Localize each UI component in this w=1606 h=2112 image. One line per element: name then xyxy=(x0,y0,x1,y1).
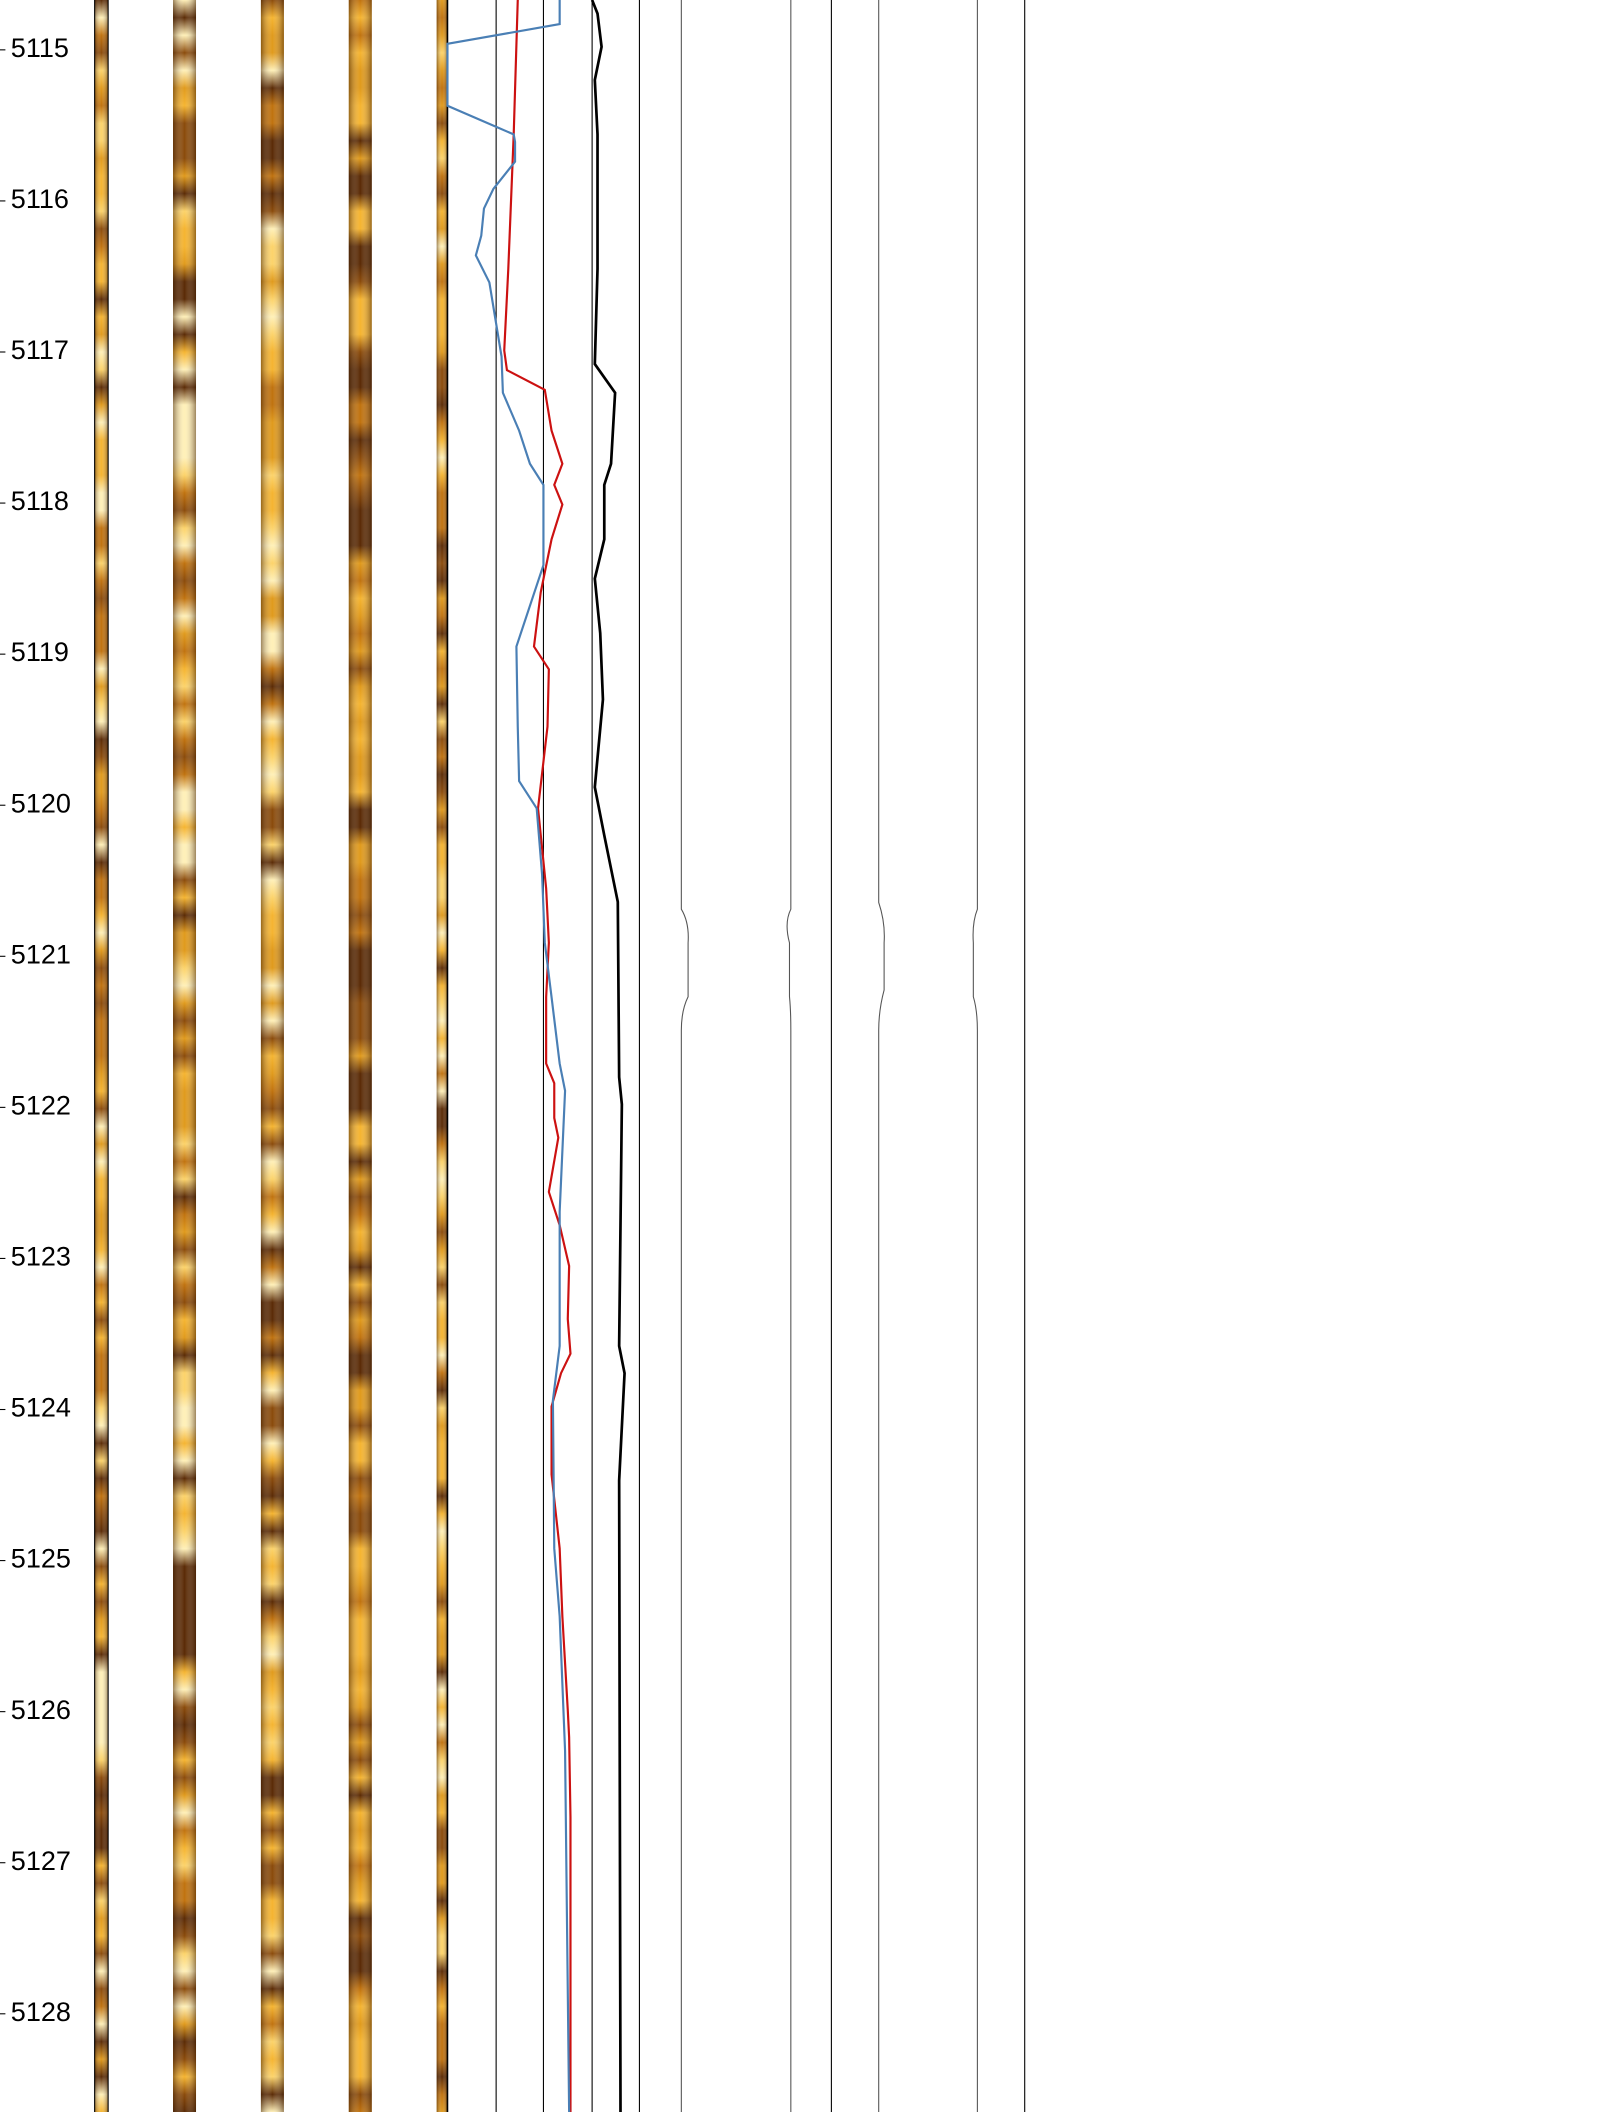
image-shade xyxy=(173,0,197,2112)
y-tick-label: 5118 xyxy=(11,486,69,516)
log-curve xyxy=(590,0,626,2112)
y-tick-label: 5119 xyxy=(11,637,69,667)
y-tick-label: 5117 xyxy=(11,335,69,365)
curve-line xyxy=(972,0,978,2112)
y-tick-label: 5120 xyxy=(11,788,71,818)
y-tick-label: 5123 xyxy=(11,1242,71,1272)
curve-line xyxy=(786,0,792,2112)
curves xyxy=(446,0,626,2112)
image-shade xyxy=(260,0,284,2112)
log-curve xyxy=(503,0,572,2112)
y-tick-label: 5125 xyxy=(11,1544,71,1574)
image-shade xyxy=(94,0,109,2112)
y-tick-label: 5121 xyxy=(11,939,71,969)
image-tracks xyxy=(94,0,448,2112)
log-curve xyxy=(446,0,571,2112)
y-tick-label: 5122 xyxy=(11,1091,71,1121)
image-shade xyxy=(436,0,448,2112)
y-tick-label: 5128 xyxy=(11,1997,71,2027)
y-tick-label: 5115 xyxy=(11,33,69,63)
y-tick-label: 5127 xyxy=(11,1846,71,1876)
y-tick-label: 5126 xyxy=(11,1695,71,1725)
curve-line xyxy=(878,0,885,2112)
y-tick-label: 5116 xyxy=(11,184,69,214)
track-lines xyxy=(94,0,1026,2112)
depth-labels: 5115 5116 5117 5118 5119 5120 5121 5122 5123 5124… xyxy=(0,33,71,2027)
curve-line xyxy=(680,0,689,2112)
y-tick-label: 5124 xyxy=(11,1393,71,1423)
image-shade xyxy=(348,0,372,2112)
